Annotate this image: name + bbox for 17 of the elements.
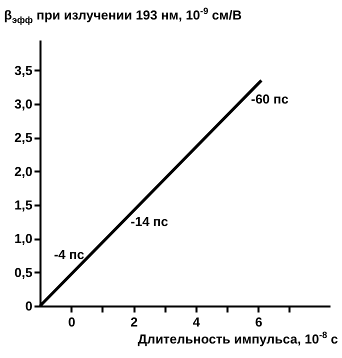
annotation: -4 пс <box>54 246 84 262</box>
x-tick-label: 2 <box>130 314 138 330</box>
y-axis-title: β$_{эфф}$ при излучении 193 нм, 10$^{-9}$ см/В <box>4 6 242 25</box>
y-tick-label: 1,5 <box>14 197 32 212</box>
annotation: -60 пс <box>251 91 288 106</box>
x-tick-label: 4 <box>192 314 201 330</box>
y-tick-label: 3,0 <box>14 96 32 112</box>
y-tick-label: 0,5 <box>14 264 32 280</box>
y-tick-label: 1,0 <box>14 231 32 246</box>
x-tick-label: 0 <box>68 314 76 330</box>
annotation: -14 пс <box>130 214 168 229</box>
y-tick-label: 0 <box>25 298 32 314</box>
x-tick-label: 6 <box>255 314 262 330</box>
x-axis-title: Длительность импульса, 10$^{-8}$ с <box>138 330 338 346</box>
y-tick-label: 2,0 <box>14 164 32 179</box>
y-tick-label: 2,5 <box>14 130 32 146</box>
y-tick-label: 3,5 <box>14 62 32 78</box>
